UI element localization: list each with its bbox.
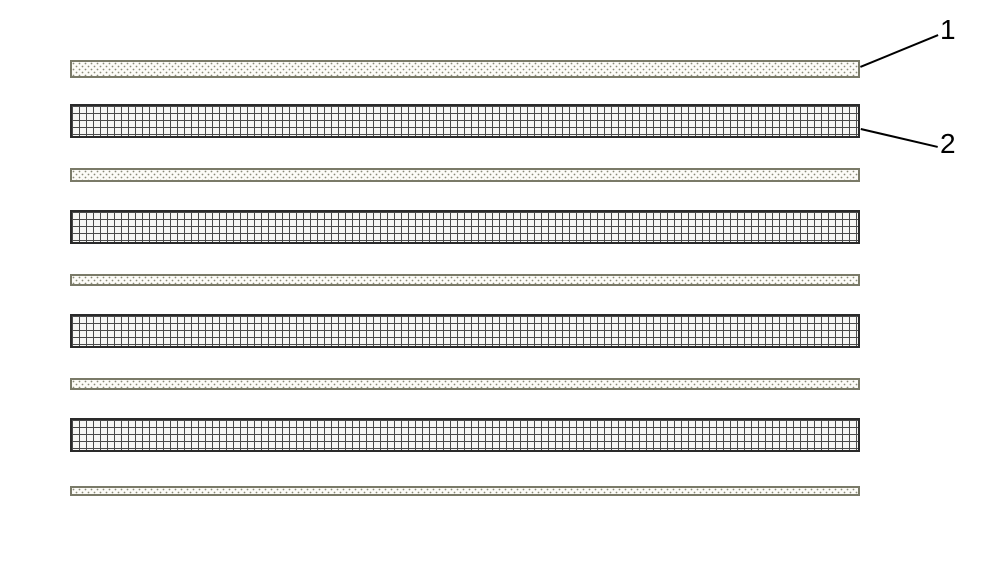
callout-leader — [860, 34, 939, 68]
callout-leader — [861, 128, 938, 148]
layer-thin — [70, 274, 860, 286]
layer-thick — [70, 104, 860, 138]
callout-label: 1 — [940, 14, 956, 46]
layer-thin — [70, 378, 860, 390]
layer-thin — [70, 168, 860, 182]
layer-thick — [70, 418, 860, 452]
diagram-canvas: 12 — [0, 0, 1000, 575]
layer-thin — [70, 60, 860, 78]
layer-thin — [70, 486, 860, 496]
callout-label: 2 — [940, 128, 956, 160]
layer-thick — [70, 210, 860, 244]
layer-thick — [70, 314, 860, 348]
